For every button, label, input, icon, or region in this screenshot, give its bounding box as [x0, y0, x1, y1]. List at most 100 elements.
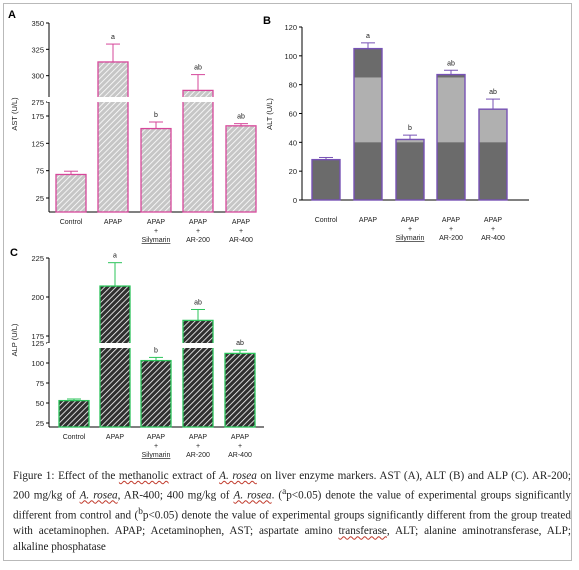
bar-fill-dark: [437, 142, 465, 200]
y-tick-label: 275: [31, 98, 44, 107]
y-tick-label: 200: [31, 293, 44, 302]
bar: [99, 285, 131, 428]
x-tick-label: APAP: [442, 217, 460, 224]
x-tick-label: +: [196, 228, 200, 235]
y-tick-label: 100: [284, 52, 297, 61]
x-tick-label: APAP: [232, 219, 250, 226]
bar-fill-dark: [354, 142, 382, 200]
x-tick-label: +: [154, 443, 158, 450]
y-tick-label: 20: [289, 167, 297, 176]
y-tick-label: 60: [289, 110, 297, 119]
x-tick-label: +: [491, 226, 495, 233]
y-tick-label: 75: [36, 379, 44, 388]
x-tick-label: APAP: [147, 434, 165, 441]
bar-break-gap: [182, 97, 214, 102]
figure-frame: A 25 75 125 175 275 300 325 350 AST (U/L) Control a…: [3, 3, 572, 561]
panel-letter: C: [10, 247, 18, 259]
figure-caption: Figure 1: Effect of the methanolic extra…: [13, 470, 571, 554]
significance-label: b: [154, 112, 158, 119]
y-tick-label: 100: [31, 359, 44, 368]
x-tick-label: AR-400: [229, 237, 253, 244]
bar-fill-dark: [479, 142, 507, 200]
x-tick-label: APAP: [401, 217, 419, 224]
y-tick-label: 25: [36, 419, 44, 428]
x-tick-label: +: [239, 228, 243, 235]
bar-fill-dark-top: [437, 74, 465, 78]
bar-fill-dark: [312, 159, 340, 200]
y-tick-label: 50: [36, 399, 44, 408]
x-tick-label: Control: [63, 434, 86, 441]
panel-letter: B: [263, 15, 271, 27]
bar: [58, 399, 90, 428]
bar: [225, 125, 257, 213]
significance-label: ab: [447, 60, 455, 67]
axis-break-gap: [47, 97, 51, 102]
significance-label: a: [111, 34, 115, 41]
y-tick-label: 175: [31, 332, 44, 341]
y-tick-label: 350: [31, 19, 44, 28]
y-tick-label: 80: [289, 81, 297, 90]
y-axis-title: ALP (U/L): [10, 323, 19, 356]
x-tick-label: AR-400: [481, 235, 505, 242]
x-tick-label: APAP: [104, 219, 122, 226]
bar: [140, 359, 172, 428]
x-tick-label: Silymarin: [396, 235, 425, 242]
y-tick-label: 40: [289, 138, 297, 147]
x-tick-label: +: [196, 443, 200, 450]
x-tick-label: AR-200: [186, 237, 210, 244]
bar: [182, 89, 214, 213]
y-tick-label: 225: [31, 254, 44, 263]
bar-fill-dark-top: [354, 48, 382, 78]
y-tick-label: 125: [31, 339, 44, 348]
significance-label: ab: [489, 89, 497, 96]
x-tick-label: APAP: [147, 219, 165, 226]
y-tick-label: 300: [31, 72, 44, 81]
bar: [97, 61, 129, 213]
x-tick-label: Control: [315, 217, 338, 224]
x-tick-label: APAP: [484, 217, 502, 224]
chart-panel-a: A 25 75 125 175 275 300 325 350 AST (U/L) Control a…: [4, 4, 259, 254]
bar: [140, 127, 172, 213]
x-tick-label: Silymarin: [142, 452, 171, 459]
y-tick-label: 125: [31, 139, 44, 148]
significance-label: ab: [194, 299, 202, 306]
y-tick-label: 0: [293, 196, 297, 205]
panel-letter: A: [8, 9, 16, 21]
bar-fill-dark: [396, 142, 424, 200]
significance-label: b: [408, 125, 412, 132]
significance-label: ab: [194, 65, 202, 72]
x-tick-label: +: [449, 226, 453, 233]
x-tick-label: APAP: [231, 434, 249, 441]
x-tick-label: Control: [60, 219, 83, 226]
x-tick-label: APAP: [189, 434, 207, 441]
axis-break-gap: [47, 343, 51, 348]
significance-label: ab: [236, 340, 244, 347]
bar: [182, 319, 214, 428]
bar-break-gap: [182, 343, 214, 348]
y-tick-label: 325: [31, 45, 44, 54]
x-tick-label: AR-400: [228, 452, 252, 459]
x-tick-label: Silymarin: [142, 237, 171, 244]
chart-panel-b: B 0 20 40 60 80 100 120 ALT (U/L) Control a APAP b AP…: [259, 4, 579, 254]
y-axis-title: AST (U/L): [10, 97, 19, 131]
significance-label: b: [154, 347, 158, 354]
y-tick-label: 175: [31, 112, 44, 121]
chart-panel-c: C 25 50 75 100 125 175 200 225 ALP (U/L) Control a A…: [4, 240, 284, 475]
chart-b-svg: B 0 20 40 60 80 100 120 ALT (U/L) Control a APAP b AP…: [263, 15, 529, 242]
significance-label: ab: [237, 114, 245, 121]
bar-break-gap: [99, 343, 131, 348]
significance-label: a: [113, 253, 117, 260]
x-tick-label: APAP: [359, 217, 377, 224]
y-tick-label: 25: [36, 194, 44, 203]
significance-label: a: [366, 33, 370, 40]
x-tick-label: AR-200: [439, 235, 463, 242]
bar: [55, 173, 87, 213]
x-tick-label: APAP: [106, 434, 124, 441]
y-tick-label: 75: [36, 167, 44, 176]
y-tick-label: 120: [284, 23, 297, 32]
chart-a-svg: A 25 75 125 175 275 300 325 350 AST (U/L) Control a…: [8, 9, 257, 244]
x-tick-label: +: [408, 226, 412, 233]
x-tick-label: +: [238, 443, 242, 450]
x-tick-label: AR-200: [186, 452, 210, 459]
